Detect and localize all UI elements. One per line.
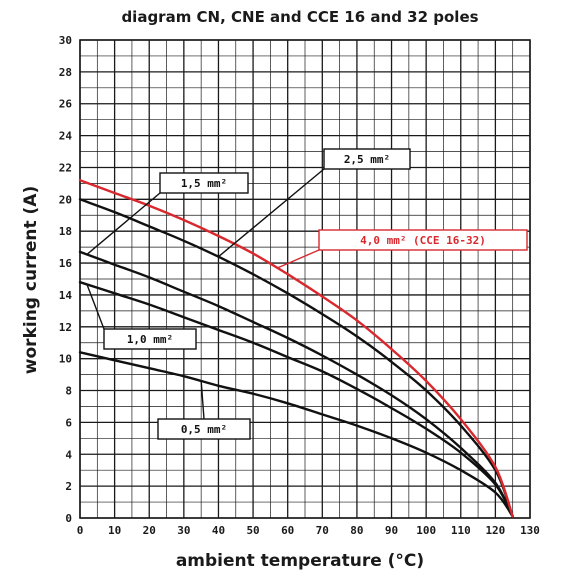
chart-title: diagram CN, CNE and CCE 16 and 32 poles <box>121 8 478 26</box>
y-tick-label: 26 <box>59 98 73 111</box>
x-tick-label: 60 <box>281 524 294 537</box>
annotation-box <box>318 229 528 251</box>
x-tick-label: 100 <box>416 524 436 537</box>
x-tick-label: 40 <box>212 524 225 537</box>
annotation-leaders <box>86 168 325 420</box>
x-tick-label: 70 <box>316 524 329 537</box>
y-tick-label: 0 <box>65 512 72 525</box>
annotation-leader <box>200 380 205 420</box>
annotation-label: 1,0 mm² <box>127 333 173 346</box>
y-tick-label: 18 <box>59 225 72 238</box>
y-tick-label: 22 <box>59 161 72 174</box>
x-tick-label: 10 <box>108 524 121 537</box>
annotation-leader <box>86 192 161 255</box>
x-tick-label: 90 <box>385 524 398 537</box>
x-tick-label: 110 <box>451 524 471 537</box>
series-line <box>78 198 514 518</box>
y-axis-label: working current (A) <box>21 186 41 374</box>
y-tick-label: 12 <box>59 321 72 334</box>
y-tick-label: 30 <box>59 34 72 47</box>
x-tick-label: 80 <box>350 524 363 537</box>
x-tick-labels: 0 10 20 30 40 50 60 70 80 90 100 110 120 130 <box>77 524 540 537</box>
y-tick-label: 10 <box>59 353 72 366</box>
annotation-label: 1,5 mm² <box>181 177 227 190</box>
series-line <box>78 250 514 518</box>
y-tick-label: 4 <box>65 448 72 461</box>
annotation-box <box>157 418 251 440</box>
x-tick-label: 120 <box>485 524 505 537</box>
y-tick-label: 8 <box>65 385 72 398</box>
x-tick-label: 20 <box>143 524 156 537</box>
annotation-label: 0,5 mm² <box>181 423 227 436</box>
annotation-box <box>323 148 411 170</box>
series-line <box>78 351 514 518</box>
x-tick-label: 30 <box>177 524 190 537</box>
y-tick-label: 16 <box>59 257 73 270</box>
y-tick-label: 28 <box>59 66 72 79</box>
annotation-label: 2,5 mm² <box>344 153 390 166</box>
series-line <box>78 281 514 518</box>
x-tick-label: 50 <box>246 524 259 537</box>
annotation-box <box>159 172 249 194</box>
x-axis-label: ambient temperature (°C) <box>176 551 424 571</box>
curves <box>78 179 514 518</box>
series-line <box>78 179 514 518</box>
annotation-label: 4,0 mm² (CCE 16-32) <box>360 234 486 247</box>
annotations: 0,5 mm² 1,0 mm² 1,5 mm² 2,5 mm² 4,0 mm² (CCE… <box>103 148 528 440</box>
y-tick-label: 20 <box>59 193 72 206</box>
y-tick-label: 24 <box>59 130 73 143</box>
grid <box>79 39 531 519</box>
y-tick-label: 14 <box>59 289 73 302</box>
annotation-leader <box>218 168 325 258</box>
annotation-leader <box>86 284 105 330</box>
y-tick-label: 6 <box>65 416 72 429</box>
annotation-box <box>103 328 197 350</box>
plot-frame <box>79 39 531 519</box>
x-tick-label: 130 <box>520 524 540 537</box>
annotation-leader <box>277 249 320 269</box>
x-tick-label: 0 <box>77 524 84 537</box>
y-tick-label: 2 <box>65 480 72 493</box>
